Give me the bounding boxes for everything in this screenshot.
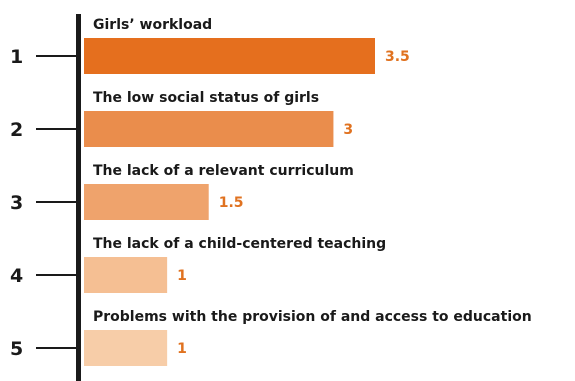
bar [84, 330, 168, 366]
rank-label: 3 [10, 192, 23, 214]
bar [84, 184, 209, 220]
rank-label: 5 [10, 338, 23, 360]
rank-label: 2 [10, 119, 23, 141]
category-label: Problems with the provision of and acces… [93, 309, 532, 325]
category-label: The lack of a child-centered teaching [93, 236, 386, 252]
value-label: 3 [343, 122, 353, 138]
category-label: The lack of a relevant curriculum [93, 163, 354, 179]
category-label: Girls’ workload [93, 17, 212, 33]
vertical-axis-line [76, 14, 81, 381]
bar [84, 257, 168, 293]
chart-rows: Girls’ workload 3.5 1 The low social status… [10, 17, 532, 366]
value-label: 1.5 [219, 195, 244, 211]
value-label: 1 [177, 341, 187, 357]
rank-label: 4 [10, 265, 23, 287]
bar [84, 111, 334, 147]
value-label: 1 [177, 268, 187, 284]
category-label: The low social status of girls [93, 90, 319, 106]
rank-label: 1 [10, 46, 23, 68]
value-label: 3.5 [385, 49, 410, 65]
bar [84, 38, 375, 74]
